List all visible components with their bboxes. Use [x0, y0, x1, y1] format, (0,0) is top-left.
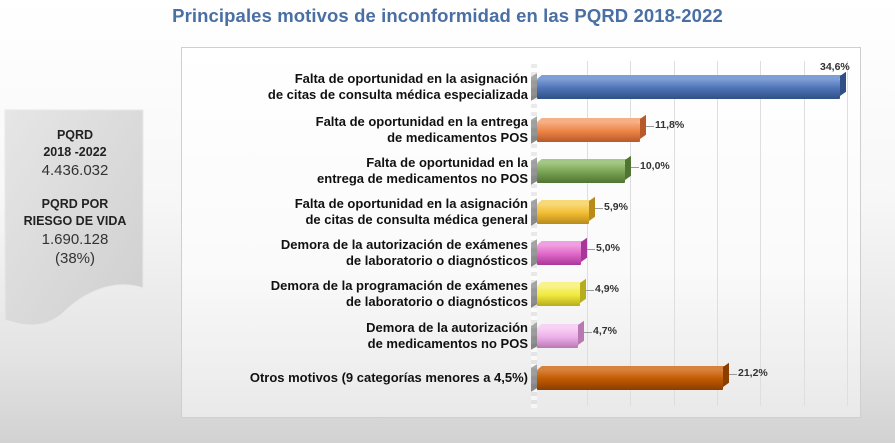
gridline: [630, 61, 631, 406]
bar: [531, 196, 595, 226]
bar-base-face: [531, 322, 537, 350]
value-label: 5,0%: [596, 242, 620, 254]
value-label: 4,9%: [595, 283, 619, 295]
value-label: 34,6%: [820, 61, 850, 73]
gridline: [717, 61, 718, 406]
period-label: 2018 -2022: [43, 145, 107, 159]
pqrd-label: PQRD: [56, 128, 94, 142]
leader-line: [729, 374, 737, 375]
category-label: Falta de oportunidad en la asignación de …: [268, 71, 528, 103]
category-label: Falta de oportunidad en la entrega de med…: [316, 114, 528, 146]
category-label-line: de medicamentos POS: [387, 130, 528, 145]
category-label-line: de medicamentos no POS: [367, 336, 528, 351]
category-axis: [531, 64, 537, 408]
leader-line: [595, 208, 603, 209]
category-label-line: Demora de la autorización: [366, 320, 528, 335]
bar: [531, 237, 587, 267]
category-label: Demora de la autorización de medicamentos…: [366, 320, 528, 352]
bar-base-face: [531, 280, 537, 308]
bar: [531, 362, 729, 392]
risk-total: 1.690.128: [41, 231, 109, 248]
category-label-line: Falta de oportunidad en la: [366, 155, 528, 170]
category-label: Otros motivos (9 categorías menores a 4,…: [250, 370, 528, 386]
value-label: 21,2%: [738, 367, 768, 379]
category-label-line: Demora de la autorización de exámenes: [280, 237, 528, 252]
bar-top-face: [537, 241, 586, 245]
bar-base-face: [531, 198, 537, 226]
leader-line: [587, 249, 595, 250]
leader-line: [586, 290, 594, 291]
category-label-line: Falta de oportunidad en la asignación: [294, 71, 528, 86]
risk-label-2: RIESGO DE VIDA: [23, 214, 127, 228]
bar-top-face: [537, 75, 845, 79]
category-label-line: Falta de oportunidad en la asignación: [294, 196, 528, 211]
category-label-line: Demora de la programación de exámenes: [270, 278, 528, 293]
bar: [531, 114, 646, 144]
category-label: Demora de la programación de exámenes de …: [271, 278, 528, 310]
bar-top-face: [537, 366, 728, 370]
bar-base-face: [531, 364, 537, 392]
category-label-line: de laboratorio o diagnósticos: [345, 253, 528, 268]
risk-percent: (38%): [54, 250, 95, 267]
value-label: 10,0%: [640, 160, 670, 172]
gridline: [804, 61, 805, 406]
category-label-line: de citas de consulta médica general: [305, 212, 528, 227]
category-label-line: Otros motivos (9 categorías menores a 4,…: [249, 370, 528, 385]
chart-title: Principales motivos de inconformidad en …: [172, 5, 723, 26]
bar-top-face: [537, 200, 594, 204]
category-label-line: de laboratorio o diagnósticos: [345, 294, 528, 309]
chart-area: [181, 47, 861, 418]
bar: [531, 71, 846, 101]
category-label: Falta de oportunidad en la asignación de …: [295, 196, 528, 228]
value-label: 5,9%: [604, 201, 628, 213]
leader-line: [631, 167, 639, 168]
bar-top-face: [537, 159, 630, 163]
bar: [531, 320, 584, 350]
bar-base-face: [531, 239, 537, 267]
gridline: [587, 61, 588, 406]
gridline: [674, 61, 675, 406]
value-label: 4,7%: [593, 325, 617, 337]
bar-base-face: [531, 157, 537, 185]
bar-base-face: [531, 73, 537, 101]
document-shape-icon: [4, 109, 144, 326]
category-label: Demora de la autorización de exámenes de …: [281, 237, 528, 269]
gridline: [760, 61, 761, 406]
risk-label-1: PQRD POR: [41, 197, 109, 211]
leader-line: [584, 332, 592, 333]
bar-top-face: [537, 324, 583, 328]
value-label: 11,8%: [655, 119, 685, 131]
bar: [531, 155, 631, 185]
category-label-line: de citas de consulta médica especializad…: [267, 87, 528, 102]
leader-line: [646, 126, 654, 127]
bar-base-face: [531, 116, 537, 144]
bar-top-face: [537, 282, 585, 286]
bar: [531, 278, 586, 308]
summary-callout: PQRD 2018 -2022 4.436.032 PQRD POR RIESG…: [3, 108, 147, 328]
bar-end-face: [840, 71, 846, 96]
bar-top-face: [537, 118, 645, 122]
category-label-line: entrega de medicamentos no POS: [317, 171, 528, 186]
category-label-line: Falta de oportunidad en la entrega: [315, 114, 528, 129]
gridline: [847, 61, 848, 406]
category-label: Falta de oportunidad en la entrega de med…: [317, 155, 528, 187]
pqrd-total: 4.436.032: [41, 162, 109, 179]
